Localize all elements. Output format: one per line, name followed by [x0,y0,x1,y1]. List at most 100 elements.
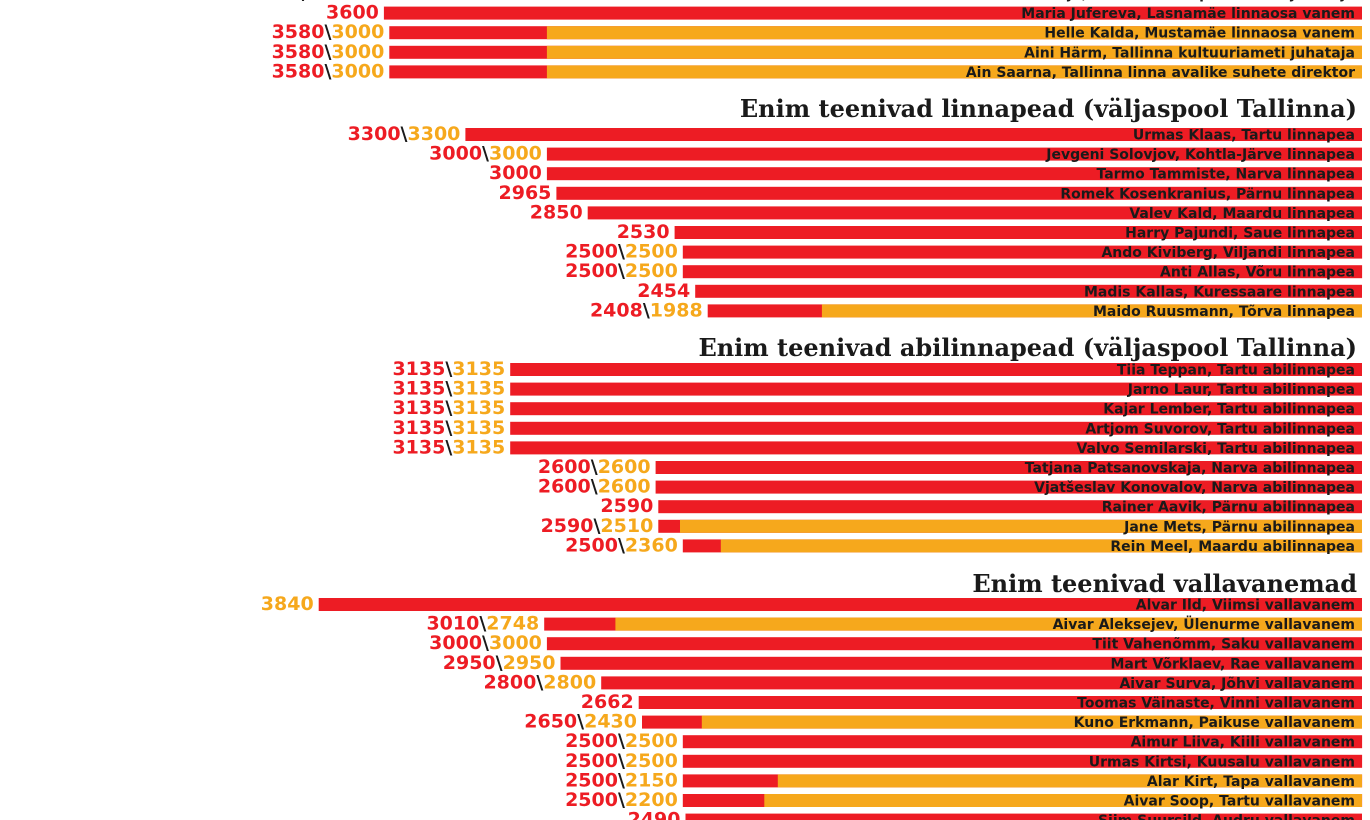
value-1-text: 3135 [392,397,445,419]
value-1-text: 2500 [565,789,618,811]
separator-text: \ [618,534,625,556]
value-1-text: 2650 [524,711,577,733]
separator-text: \ [479,613,486,635]
value-2-text: 3135 [452,358,505,380]
row-label: Kuno Erkmann, Paikuse vallavanem [1074,715,1355,731]
bar-value-1 [556,186,1362,200]
section-title: Enim teenivad linnapead (väljaspool Tall… [740,94,1357,123]
value-label: 2500\2500 [565,750,678,772]
value-1-text: 3580 [272,21,325,43]
value-2-text: 3135 [452,417,505,439]
value-label: 3135\3135 [392,417,505,439]
separator-text: \ [618,750,625,772]
bar-value-2 [546,65,1362,79]
value-1-text: 3135 [392,436,445,458]
separator-text: \ [536,671,543,693]
value-2-text: 2500 [625,260,678,282]
value-1-text: 2950 [443,652,496,674]
row-label: Romek Kosenkranius, Pärnu linnapea [1060,186,1355,202]
row-label: Siim Suursild, Audru vallavanem [1098,813,1355,820]
value-2-text: 2500 [625,750,678,772]
bar-value-2 [821,304,1362,318]
value-label: 3580\3000 [272,21,385,43]
separator-text: \ [591,476,598,498]
row-label: Valev Kald, Maardu linnapea [1129,206,1355,222]
value-2-text: 2748 [486,613,539,635]
separator-text: \ [618,769,625,791]
value-2-text: 2600 [598,456,651,478]
value-label: 2490 [628,809,681,820]
bar-value-1 [546,167,1362,181]
row-label: Tiit Vahenõmm, Saku vallavanem [1092,637,1355,653]
value-label: 2600\2600 [538,456,651,478]
row-label: Ain Saarna, Tallinna linna avalike suhet… [966,65,1355,81]
row-label: Valvo Semilarski, Tartu abilinnapea [1076,441,1355,457]
value-2-text: 2500 [625,730,678,752]
value-label: 3135\3135 [392,358,505,380]
value-1-text: 3135 [392,358,445,380]
value-2-text: 2150 [625,769,678,791]
separator-text: \ [618,260,625,282]
separator-text: \ [324,21,331,43]
value-label: 2662 [581,691,634,713]
value-2-text: 3135 [452,397,505,419]
value-2-text: 2360 [625,534,678,556]
value-label: 2600\2600 [538,476,651,498]
value-label: 3600 [326,2,379,24]
row-label: Tarmo Tammiste, Narva linnapea [1096,167,1355,183]
value-1-text: 2600 [538,456,591,478]
value-label: 3680\3100 [244,0,357,4]
value-2-text: 1988 [650,299,703,321]
row-label: Aivar Surva, Jõhvi vallavanem [1119,676,1355,692]
value-2-text: 3135 [452,378,505,400]
bar-value-1 [695,284,1362,298]
value-2-text: 3300 [408,123,461,145]
bar-value-2 [546,26,1362,40]
bar-value-1 [601,676,1362,690]
value-label: 2408\1988 [590,299,703,321]
bar-value-1 [465,128,1362,141]
value-label: 2965 [499,182,552,204]
value-1-text: 2590 [541,515,594,537]
separator-text: \ [496,652,503,674]
bar-value-1 [510,363,1362,376]
value-label: 2454 [637,280,690,302]
separator-text: \ [324,41,331,63]
bar-value-1 [638,696,1362,709]
row-label: Madis Kallas, Kuressaare linnapea [1084,284,1355,300]
value-label: 2500\2500 [565,260,678,282]
value-1-text: 3010 [426,613,479,635]
bar-value-1 [682,754,1363,768]
value-label: 2590 [600,495,653,517]
bar-value-1 [674,226,1362,239]
row-label: Tatjana Patsanovskaja, Narva abilinnapea [1025,461,1355,477]
bar-value-1 [682,245,1363,259]
value-label: 2590\2510 [541,515,654,537]
value-2-text: 3100 [304,0,357,4]
value-label: 3300\3300 [348,123,461,145]
value-1-text: 2500 [565,750,618,772]
value-label: 3840 [261,593,314,615]
value-2-text: 3135 [452,436,505,458]
bar-value-2 [680,519,1362,533]
section-title: Enim teenivad vallavanemad [972,569,1357,598]
separator-text: \ [445,417,452,439]
value-label: 3580\3000 [272,60,385,82]
bar-value-1 [546,637,1362,651]
row-label: Ando Kiviberg, Viljandi linnapea [1101,245,1355,261]
value-2-text: 3000 [331,41,384,63]
separator-text: \ [445,378,452,400]
row-label: Tiia Teppan, Tartu abilinnapea [1117,363,1355,379]
row-label: Vjatšeslav Konovalov, Narva abilinnapea [1034,480,1355,496]
value-label: 3135\3135 [392,436,505,458]
separator-text: \ [577,711,584,733]
value-2-text: 2800 [543,671,596,693]
value-2-text: 3000 [489,632,542,654]
value-1-text: 3135 [392,378,445,400]
value-1-text: 2500 [565,769,618,791]
row-label: Andres Harjo, Tallinna transpordiameti j… [979,0,1355,3]
bar-value-1 [510,421,1362,435]
row-label: Helle Kalda, Mustamäe linnaosa vanem [1044,26,1355,42]
bar-value-1 [510,441,1362,455]
separator-text: \ [445,358,452,380]
